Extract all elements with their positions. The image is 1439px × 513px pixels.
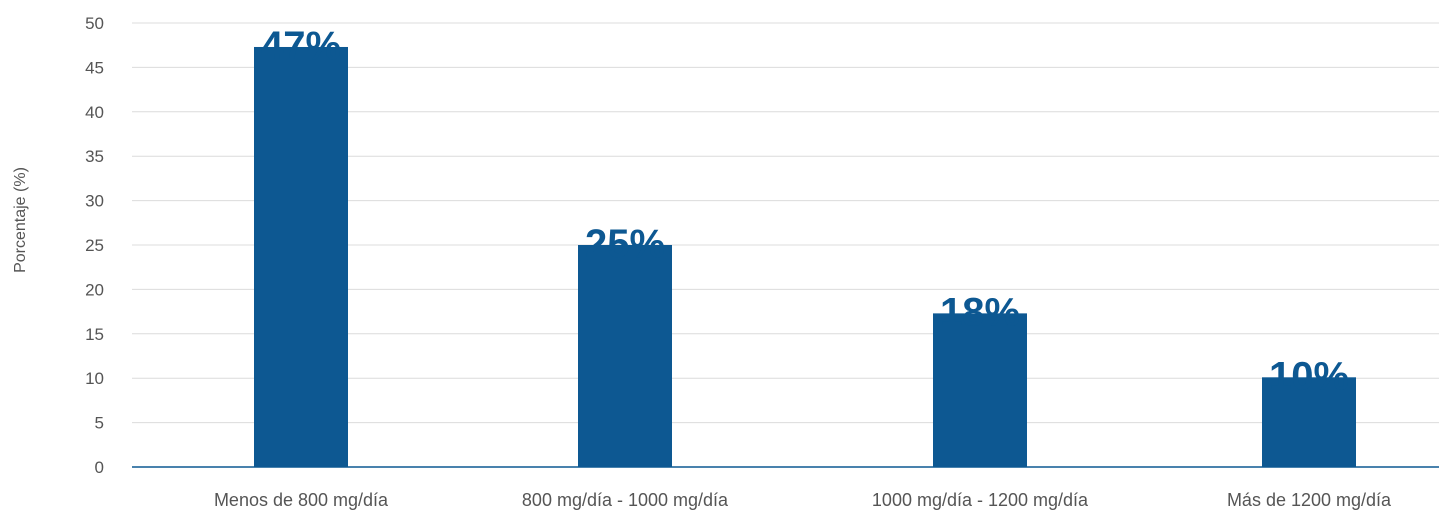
data-label: 25% <box>585 222 665 266</box>
y-tick-label: 50 <box>85 14 104 33</box>
y-tick-label: 0 <box>95 458 104 477</box>
data-label: 47% <box>261 24 341 68</box>
grid-lines <box>132 22 1439 424</box>
data-label: 18% <box>940 290 1020 334</box>
y-tick-label: 30 <box>85 192 104 211</box>
x-category-label: 1000 mg/día - 1200 mg/día <box>872 490 1089 510</box>
bar[interactable] <box>933 313 1027 467</box>
y-tick-label: 5 <box>95 414 104 433</box>
bars <box>254 46 1356 467</box>
y-tick-label: 45 <box>85 58 104 77</box>
y-tick-label: 25 <box>85 236 104 255</box>
labels: 0 5 10 15 20 25 30 35 40 45 50 47% Menos de 800 mg/d… <box>85 14 1392 510</box>
data-label: 10% <box>1269 354 1349 398</box>
bar[interactable] <box>254 46 348 467</box>
y-axis-title: Porcentaje (%) <box>12 167 29 273</box>
bar[interactable] <box>578 245 672 467</box>
x-category-label: Menos de 800 mg/día <box>214 490 389 510</box>
y-tick-label: 15 <box>85 325 104 344</box>
y-tick-label: 35 <box>85 147 104 166</box>
x-category-label: Más de 1200 mg/día <box>1227 490 1392 510</box>
bar[interactable] <box>1262 377 1356 467</box>
x-category-label: 800 mg/día - 1000 mg/día <box>522 490 729 510</box>
y-tick-label: 40 <box>85 103 104 122</box>
y-tick-label: 10 <box>85 369 104 388</box>
y-tick-label: 20 <box>85 280 104 299</box>
